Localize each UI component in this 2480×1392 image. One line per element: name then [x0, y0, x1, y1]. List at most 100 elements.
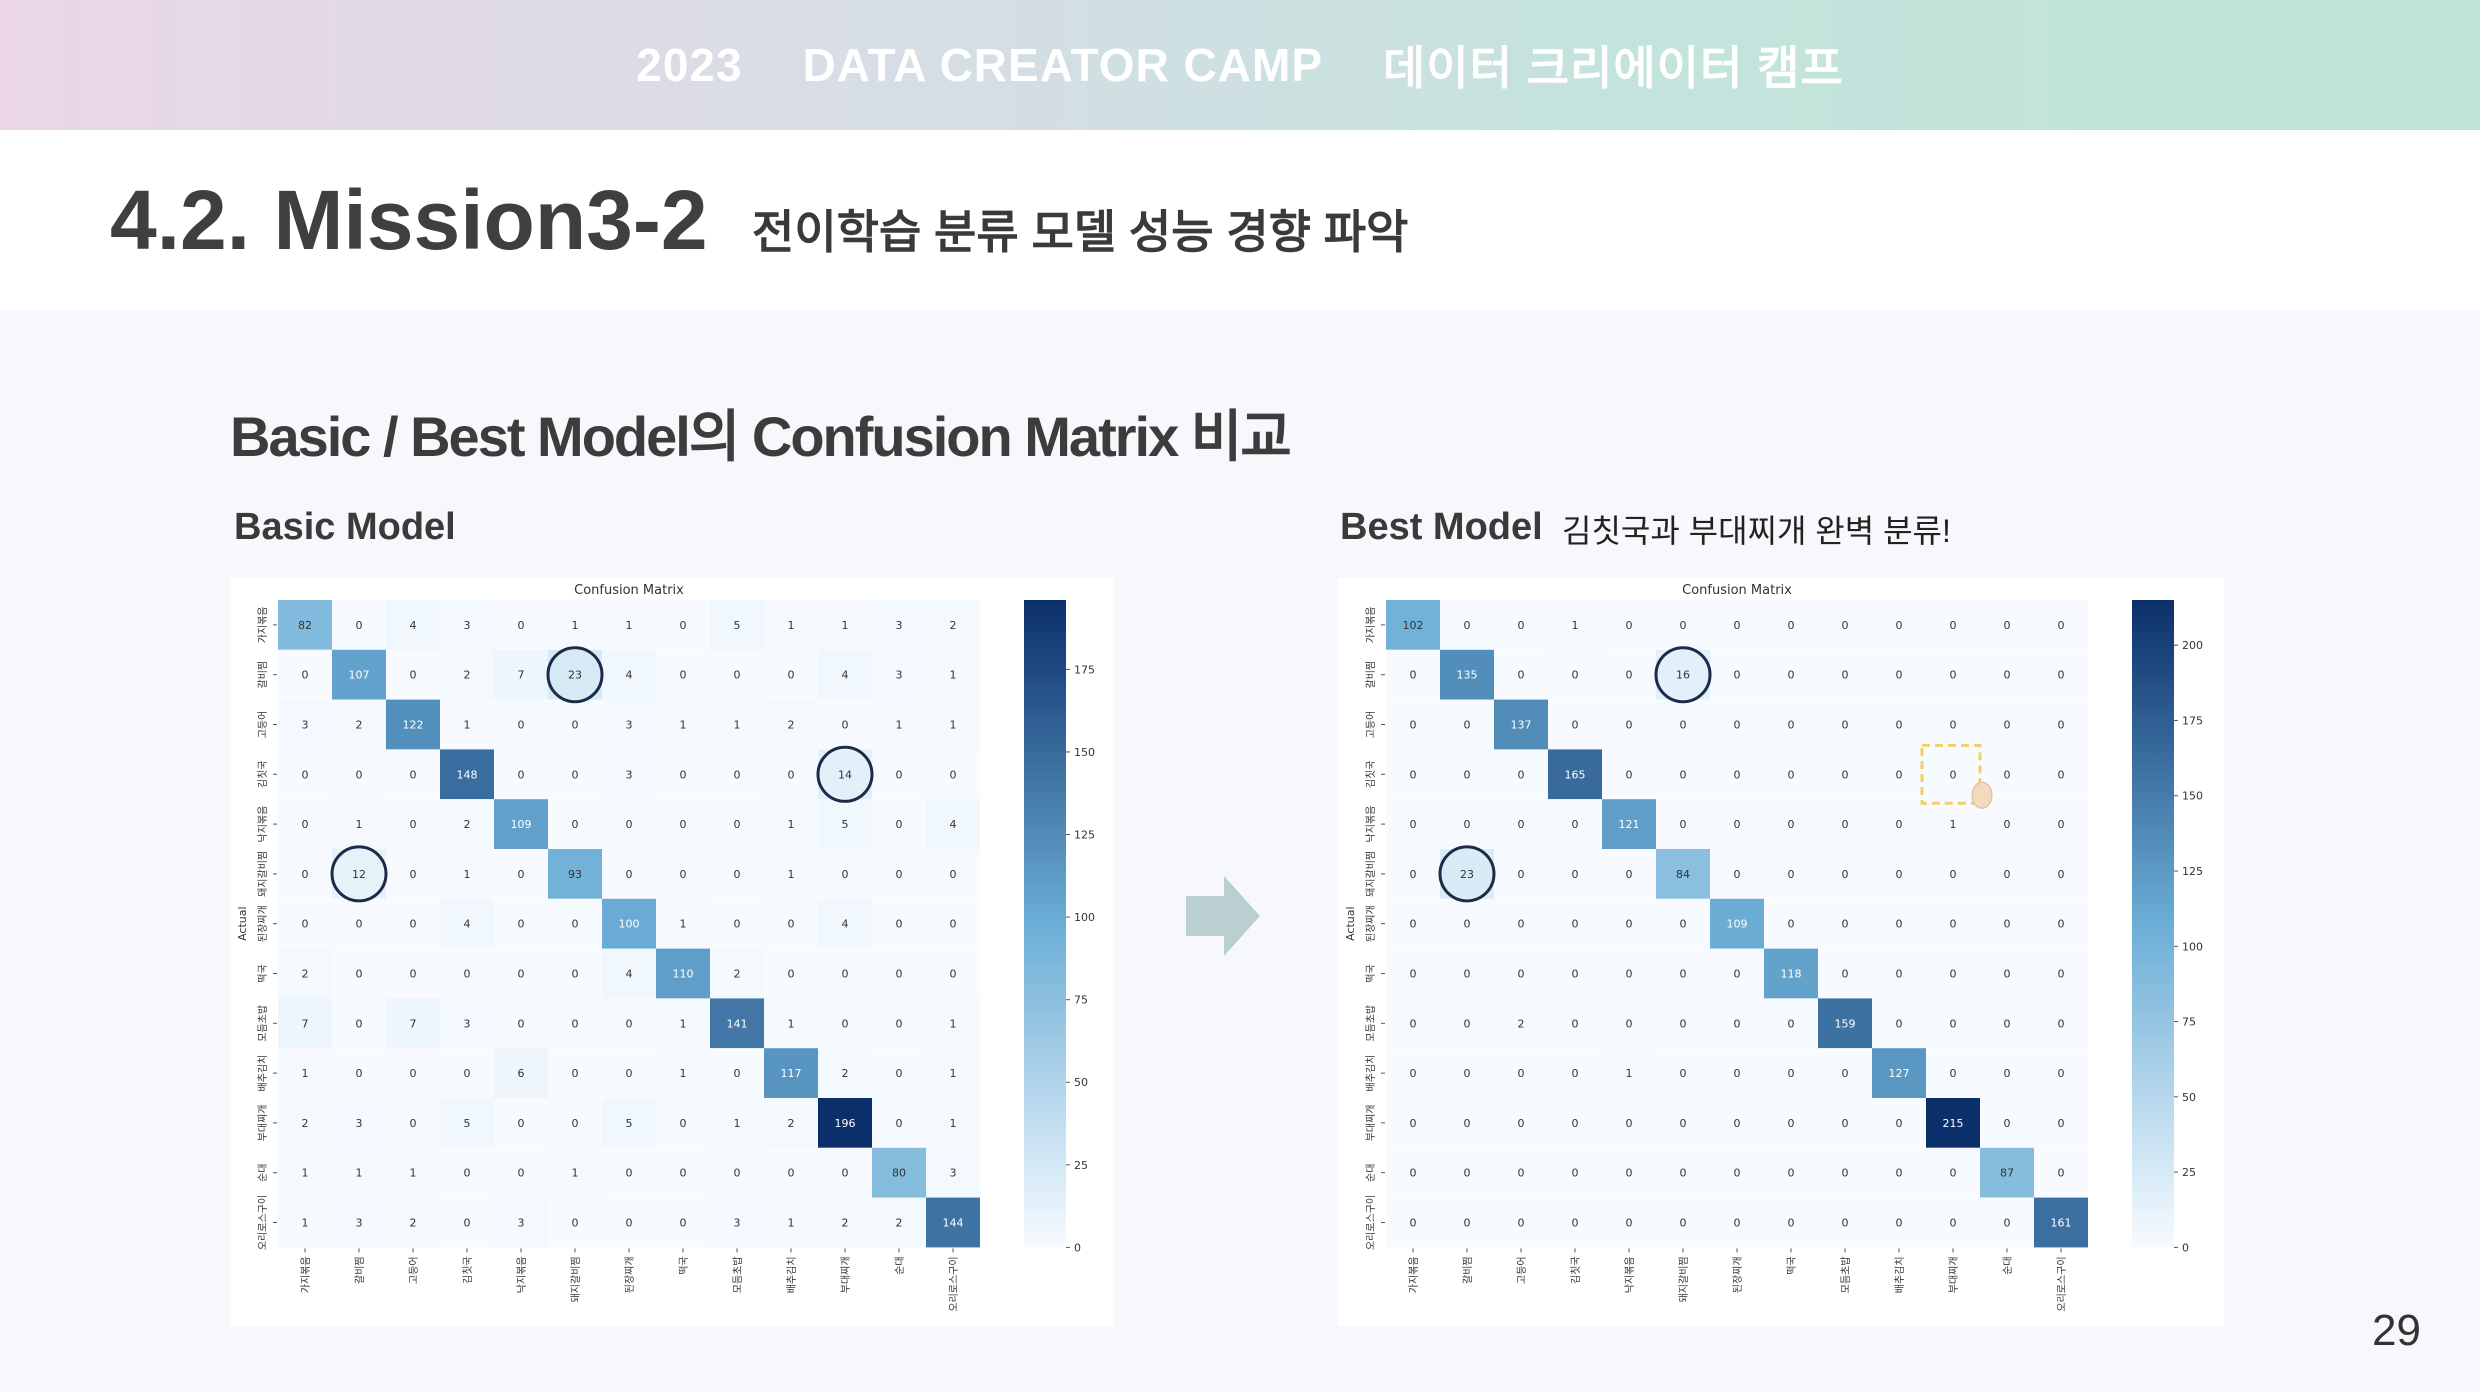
cell-value-label: 7: [302, 1017, 309, 1030]
cell-value-label: 4: [464, 918, 471, 931]
heatmap-cell: [2034, 649, 2088, 700]
section-title: Basic / Best Model의 Confusion Matrix 비교: [230, 405, 1292, 468]
heatmap-cell: [764, 849, 818, 899]
heatmap-cell: [602, 1048, 656, 1098]
cell-value-label: 0: [1896, 1117, 1903, 1130]
heatmap-cell: [494, 948, 548, 999]
heatmap-cell: [1494, 1197, 1548, 1248]
heatmap-cell: [1926, 1098, 1980, 1148]
y-tick-label: 김칫국: [257, 760, 269, 788]
heatmap-cell: [602, 799, 656, 849]
heatmap-cell: [1926, 1048, 1980, 1098]
heatmap-cell: [1818, 1197, 1872, 1248]
heatmap-cell: [1548, 799, 1602, 849]
heatmap-cell: [548, 948, 602, 999]
heatmap-cell: [1656, 948, 1710, 999]
heatmap-cell: [548, 749, 602, 800]
heatmap-cell: [1548, 898, 1602, 949]
cell-value-label: 0: [302, 818, 309, 831]
cell-value-label: 0: [1950, 1017, 1957, 1030]
cell-value-label: 0: [626, 1167, 633, 1180]
cell-value-label: 0: [1518, 1117, 1525, 1130]
heatmap-cell: [1710, 1048, 1764, 1098]
x-tick-label: 갈비찜: [1461, 1256, 1474, 1284]
x-tick-label: 낙지볶음: [1624, 1256, 1636, 1293]
heatmap-cell: [332, 998, 386, 1049]
x-tick-label: 낙지볶음: [516, 1256, 528, 1293]
cell-value-label: 0: [1410, 1217, 1417, 1230]
cell-value-label: 0: [1680, 1217, 1687, 1230]
cell-value-label: 3: [896, 619, 903, 632]
cell-value-label: 0: [2004, 1067, 2011, 1080]
page-subtitle: 전이학습 분류 모델 성능 경향 파악: [752, 206, 1409, 258]
heatmap-cell: [1818, 799, 1872, 849]
cell-value-label: 0: [572, 719, 579, 732]
cell-value-label: 0: [1626, 1117, 1633, 1130]
cell-value-label: 0: [2058, 719, 2065, 732]
x-tick-label: 모듬초밥: [1840, 1256, 1852, 1293]
cell-value-label: 12: [352, 868, 366, 881]
y-tick-label: 떡국: [257, 964, 269, 982]
cell-value-label: 0: [1572, 1167, 1579, 1180]
cell-value-label: 0: [518, 768, 525, 781]
highlight-circle: [330, 845, 388, 903]
cell-value-label: 0: [1734, 619, 1741, 632]
y-tick-label: 고등어: [257, 711, 269, 739]
cell-value-label: 23: [568, 669, 582, 682]
y-tick-label: 갈비찜: [256, 661, 269, 689]
heatmap-cell: [1494, 998, 1548, 1049]
heatmap-cell: [440, 749, 494, 800]
heatmap-cell: [1980, 849, 2034, 899]
cell-value-label: 0: [2058, 1017, 2065, 1030]
heatmap-cell: [872, 749, 926, 800]
arrow-right-icon: [1186, 876, 1260, 956]
heatmap-cell: [710, 749, 764, 800]
heatmap-cell: [1386, 1147, 1440, 1198]
cell-value-label: 0: [1464, 1067, 1471, 1080]
cell-value-label: 0: [2004, 918, 2011, 931]
heatmap-cell: [278, 649, 332, 700]
cell-value-label: 0: [1734, 1117, 1741, 1130]
cell-value-label: 0: [1950, 1167, 1957, 1180]
cell-value-label: 1: [626, 619, 633, 632]
cell-value-label: 1: [680, 918, 687, 931]
cell-value-label: 0: [410, 768, 417, 781]
cell-value-label: 0: [1518, 1067, 1525, 1080]
heatmap-cell: [1980, 948, 2034, 999]
cell-value-label: 0: [356, 968, 363, 981]
cell-value-label: 0: [2004, 1117, 2011, 1130]
heatmap-cell: [926, 600, 980, 650]
heatmap-cell: [1872, 799, 1926, 849]
heatmap-cell: [1440, 898, 1494, 949]
heatmap-cell: [656, 799, 710, 849]
cell-value-label: 1: [680, 1067, 687, 1080]
heatmap-cell: [1494, 649, 1548, 700]
heatmap-cell: [764, 799, 818, 849]
cell-value-label: 0: [1680, 918, 1687, 931]
cell-value-label: 0: [464, 1217, 471, 1230]
heatmap-cell: [278, 849, 332, 899]
cell-value-label: 0: [626, 1217, 633, 1230]
heatmap-cell: [494, 799, 548, 849]
x-tick-label: 떡국: [678, 1256, 690, 1274]
cell-value-label: 4: [626, 669, 633, 682]
heatmap-cell: [764, 998, 818, 1049]
x-tick-label: 모듬초밥: [732, 1256, 744, 1293]
heatmap-cell: [602, 649, 656, 700]
heatmap-cell: [1386, 1197, 1440, 1248]
cell-value-label: 0: [1464, 619, 1471, 632]
cell-value-label: 0: [572, 1217, 579, 1230]
cell-value-label: 0: [1410, 968, 1417, 981]
cell-value-label: 0: [2004, 619, 2011, 632]
cell-value-label: 1: [302, 1217, 309, 1230]
heatmap-cell: [278, 699, 332, 750]
heatmap-cell: [278, 1098, 332, 1148]
y-axis-label: Actual: [1344, 906, 1357, 940]
heatmap-cell: [1818, 699, 1872, 750]
y-tick-label: 된장찌개: [257, 905, 269, 942]
heatmap-cell: [332, 898, 386, 949]
heatmap-cell: [818, 1048, 872, 1098]
cell-value-label: 1: [950, 1117, 957, 1130]
heatmap-cell: [656, 1197, 710, 1248]
